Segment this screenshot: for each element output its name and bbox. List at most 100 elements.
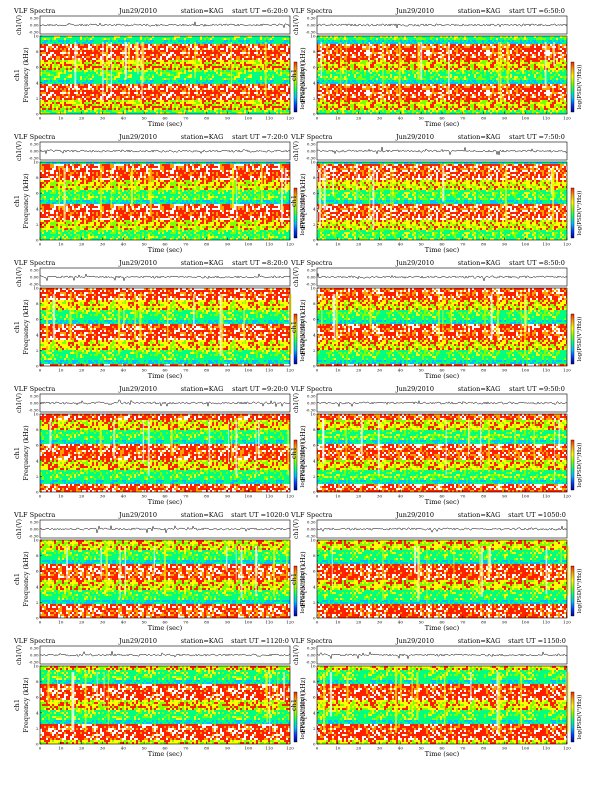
freq-tick-label: 2 <box>313 600 316 605</box>
spectrogram-streak <box>496 672 499 735</box>
spectrogram-streak <box>544 42 547 89</box>
time-axis-label: Time (sec) <box>148 498 183 506</box>
time-tick-label: 20 <box>79 368 85 373</box>
panel-title: VLF Spectra <box>13 637 55 645</box>
waveform-frame <box>39 141 291 161</box>
panel-start-time: start UT =7:20:0 <box>232 133 288 141</box>
panel-station: station=KAG <box>181 637 224 645</box>
time-tick-label: 120 <box>563 116 571 121</box>
spectrogram-streak <box>417 546 419 602</box>
time-tick-label: 30 <box>100 116 106 121</box>
time-tick-label: 120 <box>286 368 294 373</box>
colorbar-label: log(PSD(V²/Hz)) <box>299 191 306 236</box>
time-axis-label: Time (sec) <box>148 750 183 758</box>
spectrogram-streak <box>319 168 322 228</box>
spectrogram-streak <box>553 42 555 67</box>
time-tick-label: 70 <box>183 746 189 751</box>
spectrogram-streak <box>100 168 102 218</box>
spectrogram-streak <box>163 546 166 592</box>
spectrogram-streak <box>545 546 548 595</box>
waveform-ylabel: ch1(V) <box>293 15 300 35</box>
spectrogram-streak <box>84 672 87 733</box>
time-tick-label: 60 <box>439 746 445 751</box>
colorbar <box>293 691 298 743</box>
waveform-tick-label: 0.00 <box>307 275 316 280</box>
freq-tick-label: 6 <box>313 695 316 700</box>
spectrogram-streak <box>506 42 509 84</box>
time-tick-label: 10 <box>58 494 64 499</box>
freq-tick-label: 0 <box>313 112 316 117</box>
spectrogram-streak <box>236 168 238 221</box>
freq-tick-label: 10 <box>33 664 39 669</box>
waveform-frame <box>39 15 291 35</box>
colorbar <box>570 61 575 113</box>
spectrogram-streak <box>551 168 554 197</box>
spectrogram-streak <box>69 294 72 342</box>
freq-tick-label: 10 <box>310 160 316 165</box>
spectrogram-streak <box>470 672 472 704</box>
time-tick-label: 60 <box>162 746 168 751</box>
spectrogram-streak <box>124 546 126 596</box>
panel-start-time: start UT =6:50:0 <box>509 7 565 15</box>
panel-start-time: start UT =7:50:0 <box>509 133 565 141</box>
spectrogram-streak <box>418 546 421 600</box>
freq-tick-label: 2 <box>36 348 39 353</box>
time-tick-label: 80 <box>204 116 210 121</box>
time-tick-label: 100 <box>522 116 530 121</box>
freq-tick-label: 2 <box>36 96 39 101</box>
time-axis-label: Time (sec) <box>148 120 183 128</box>
colorbar-label: log(PSD(V²/Hz)) <box>576 317 583 362</box>
time-tick-label: 0 <box>39 242 42 247</box>
panel-date: Jun29/2010 <box>395 511 434 519</box>
colorbar-label: log(PSD(V²/Hz)) <box>576 443 583 488</box>
panel-station: station=KAG <box>181 385 224 393</box>
freq-tick-label: 6 <box>36 317 39 322</box>
time-tick-label: 0 <box>39 116 42 121</box>
freq-tick-label: 2 <box>313 726 316 731</box>
spectrogram-streak <box>520 672 523 727</box>
time-tick-label: 90 <box>225 368 231 373</box>
time-axis-label: Time (sec) <box>148 372 183 380</box>
spectrogram-image <box>317 414 567 492</box>
spectrogram-streak <box>335 294 338 348</box>
spectrogram-image <box>317 36 567 114</box>
time-tick-label: 10 <box>335 494 341 499</box>
spectrogram-streak <box>560 546 562 575</box>
time-tick-label: 50 <box>142 746 148 751</box>
spectrogram-streak <box>392 168 394 209</box>
time-tick-label: 80 <box>204 746 210 751</box>
time-tick-label: 50 <box>419 746 425 751</box>
spectrogram-streak <box>333 294 336 340</box>
spectrogram-streak <box>105 546 108 593</box>
time-tick-label: 110 <box>542 116 550 121</box>
time-tick-label: 40 <box>121 368 127 373</box>
spectrogram-streak <box>284 168 287 194</box>
spectrogram-streak <box>382 42 384 92</box>
waveform-tick-label: -0.30 <box>306 30 316 35</box>
spectrogram-streak <box>323 168 326 211</box>
time-tick-label: 20 <box>79 116 85 121</box>
spectrogram-streak <box>141 42 143 100</box>
time-tick-label: 70 <box>460 620 466 625</box>
spectrogram-streak <box>554 420 556 483</box>
time-tick-label: 30 <box>377 494 383 499</box>
panel-title: VLF Spectra <box>290 511 332 519</box>
time-tick-label: 120 <box>563 368 571 373</box>
freq-tick-label: 8 <box>313 301 316 306</box>
freq-tick-label: 4 <box>36 206 39 211</box>
colorbar <box>570 187 575 239</box>
spectrogram-streak <box>103 672 105 708</box>
spectrogram-streak <box>450 294 453 332</box>
spectrogram-streak <box>468 420 471 450</box>
spectrogram-ylabel: Frequency (kHz) <box>22 677 30 733</box>
spectrogram-streak <box>49 420 52 451</box>
spectrogram-streak <box>52 294 56 339</box>
spectrogram-streak <box>123 294 125 326</box>
time-tick-label: 90 <box>502 368 508 373</box>
freq-tick-label: 10 <box>33 412 39 417</box>
spectra-panel-8: VLF Spectra Jun29/2010 station=KAG start UT… <box>290 385 583 506</box>
time-tick-label: 70 <box>460 242 466 247</box>
spectrogram-channel-label: ch1 <box>290 699 298 711</box>
time-tick-label: 90 <box>502 746 508 751</box>
time-tick-label: 0 <box>39 620 42 625</box>
